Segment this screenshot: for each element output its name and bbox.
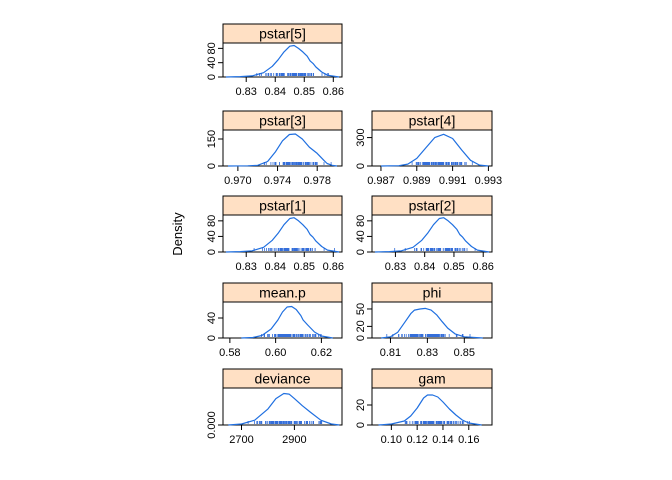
x-tick-label: 0.12 bbox=[406, 434, 427, 446]
panel-gam: gam 0.10 0.12 0.14 0.16 0 20 bbox=[355, 368, 493, 446]
plot-box bbox=[371, 129, 493, 167]
density-line bbox=[225, 44, 340, 78]
rug-marks bbox=[253, 248, 335, 251]
x-tick-label: 0.83 bbox=[385, 261, 406, 273]
panel-deviance: deviance 2700 2900 0.000 bbox=[206, 368, 343, 446]
density-line bbox=[228, 392, 340, 426]
strip-title: pstar[2] bbox=[409, 198, 456, 214]
panel-pstar-3: pstar[3] 0.970 0.974 0.978 0 150 bbox=[206, 110, 343, 187]
x-tick-label: 0.84 bbox=[414, 261, 435, 273]
strip-title: phi bbox=[423, 285, 442, 301]
x-tick-label: 0.83 bbox=[236, 261, 257, 273]
strip-title: pstar[1] bbox=[259, 198, 306, 214]
x-tick-label: 0.84 bbox=[265, 86, 286, 98]
strip-title: pstar[4] bbox=[409, 113, 456, 129]
y-tick-label: 80 bbox=[206, 42, 218, 54]
x-tick-label: 0.989 bbox=[403, 175, 431, 187]
y-tick-label: 150 bbox=[206, 130, 218, 148]
x-tick-label: 0.62 bbox=[311, 347, 332, 359]
rug-marks bbox=[394, 248, 476, 251]
x-tick-label: 0.60 bbox=[265, 347, 286, 359]
rug-marks bbox=[261, 334, 322, 337]
x-tick-label: 0.83 bbox=[417, 347, 438, 359]
plot-box bbox=[222, 129, 343, 167]
x-tick-label: 0.83 bbox=[236, 86, 257, 98]
y-tick-label: 40 bbox=[206, 230, 218, 242]
x-tick-label: 0.974 bbox=[264, 175, 292, 187]
strip-title: mean.p bbox=[259, 285, 306, 301]
density-line bbox=[241, 305, 333, 339]
panel-pstar-1: pstar[1] 0.83 0.84 0.85 0.86 0 40 80 bbox=[206, 195, 344, 273]
plot-box bbox=[371, 301, 493, 339]
density-line bbox=[381, 307, 483, 339]
y-tick-label: 50 bbox=[355, 303, 367, 315]
rug-marks bbox=[256, 73, 329, 76]
plot-box bbox=[222, 42, 343, 78]
y-tick-label: 0.000 bbox=[206, 411, 218, 439]
x-tick-label: 0.85 bbox=[454, 347, 475, 359]
panel-pstar-5: pstar[5] 0.83 0.84 0.85 0.86 0 40 80 bbox=[206, 23, 344, 98]
density-line bbox=[378, 394, 482, 426]
panel-phi: phi 0.81 0.83 0.85 0 20 50 bbox=[355, 282, 493, 359]
plot-box bbox=[371, 387, 493, 426]
density-line bbox=[380, 133, 489, 167]
y-tick-label: 0 bbox=[355, 422, 367, 428]
x-tick-label: 0.84 bbox=[265, 261, 286, 273]
density-line bbox=[227, 133, 338, 167]
rug-marks bbox=[404, 421, 470, 424]
x-tick-label: 0.16 bbox=[458, 434, 479, 446]
plot-box bbox=[222, 387, 343, 426]
y-tick-label: 0 bbox=[206, 249, 218, 255]
rug-marks bbox=[386, 334, 471, 337]
x-tick-label: 0.86 bbox=[323, 261, 344, 273]
y-tick-label: 0 bbox=[206, 74, 218, 80]
y-tick-label: 40 bbox=[355, 230, 367, 242]
y-tick-label: 0 bbox=[355, 335, 367, 341]
x-tick-label: 0.85 bbox=[294, 261, 315, 273]
y-tick-label: 0 bbox=[355, 249, 367, 255]
y-tick-label: 80 bbox=[355, 215, 367, 227]
x-tick-label: 0.85 bbox=[294, 86, 315, 98]
x-tick-label: 0.970 bbox=[224, 175, 252, 187]
plot-box bbox=[222, 214, 343, 253]
y-axis-label: Density bbox=[170, 212, 185, 256]
y-tick-label: 40 bbox=[206, 312, 218, 324]
panel-mean-p: mean.p 0.58 0.60 0.62 0 40 bbox=[206, 282, 343, 359]
x-tick-label: 0.85 bbox=[443, 261, 464, 273]
strip-title: pstar[3] bbox=[259, 113, 306, 129]
y-tick-label: 20 bbox=[355, 399, 367, 411]
plot-box bbox=[371, 214, 493, 253]
density-line bbox=[225, 217, 340, 253]
y-tick-label: 0 bbox=[206, 163, 218, 169]
y-tick-label: 0 bbox=[355, 163, 367, 169]
x-tick-label: 2700 bbox=[229, 434, 253, 446]
x-tick-label: 0.978 bbox=[303, 175, 331, 187]
x-tick-label: 0.86 bbox=[323, 86, 344, 98]
y-tick-label: 300 bbox=[355, 128, 367, 146]
y-tick-label: 80 bbox=[206, 215, 218, 227]
x-tick-label: 0.991 bbox=[439, 175, 467, 187]
strip-title: gam bbox=[418, 371, 445, 387]
panel-pstar-4: pstar[4] 0.987 0.989 0.991 0.993 0 300 bbox=[355, 110, 503, 187]
x-tick-label: 0.993 bbox=[475, 175, 503, 187]
y-tick-label: 40 bbox=[206, 57, 218, 69]
density-line bbox=[374, 217, 490, 253]
x-tick-label: 0.81 bbox=[380, 347, 401, 359]
strip-title: deviance bbox=[254, 371, 310, 387]
rug-marks bbox=[247, 421, 323, 424]
y-tick-label: 20 bbox=[355, 320, 367, 332]
x-tick-label: 0.58 bbox=[219, 347, 240, 359]
plot-box bbox=[222, 301, 343, 339]
panel-pstar-2: pstar[2] 0.83 0.84 0.85 0.86 0 40 80 bbox=[355, 195, 494, 273]
x-tick-label: 0.10 bbox=[381, 434, 402, 446]
x-tick-label: 0.14 bbox=[432, 434, 453, 446]
strip-title: pstar[5] bbox=[259, 26, 306, 42]
y-tick-label: 0 bbox=[206, 335, 218, 341]
rug-marks bbox=[263, 162, 332, 165]
x-tick-label: 2900 bbox=[282, 434, 306, 446]
x-tick-label: 0.987 bbox=[367, 175, 395, 187]
rug-marks bbox=[411, 162, 473, 165]
x-tick-label: 0.86 bbox=[473, 261, 494, 273]
